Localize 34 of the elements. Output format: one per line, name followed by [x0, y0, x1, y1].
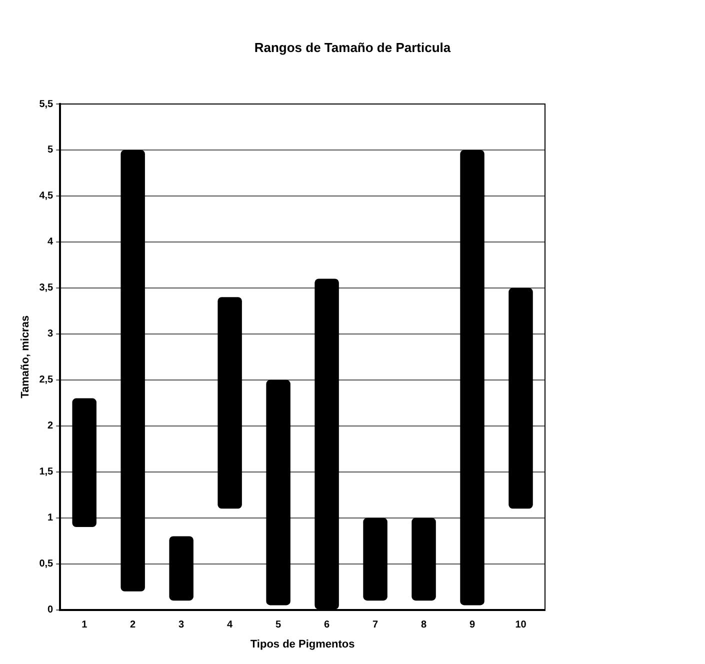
bar	[363, 518, 388, 601]
y-axis-title: Tamaño, micras	[20, 315, 32, 398]
x-tick-label: 7	[372, 620, 379, 631]
y-tick-label: 4,5	[39, 190, 54, 202]
y-tick-label: 2,5	[39, 374, 54, 386]
bar	[169, 536, 194, 601]
x-tick-label: 4	[227, 620, 234, 631]
y-tick-label: 1	[48, 512, 54, 524]
y-tick-label: 5	[48, 144, 54, 156]
y-tick-label: 1,5	[39, 466, 54, 478]
x-tick-label: 3	[178, 620, 185, 631]
y-tick-label: 4	[48, 236, 54, 248]
x-tick-label: 9	[469, 620, 476, 631]
y-tick-label: 0	[48, 604, 54, 616]
y-tick-label: 3	[48, 328, 54, 340]
chart-title: Rangos de Tamaño de Particula	[253, 40, 452, 55]
bar	[72, 398, 96, 528]
bar	[218, 297, 242, 509]
bar	[508, 288, 533, 509]
bar	[120, 150, 145, 592]
x-axis-title: Tipos de Pigmentos	[250, 638, 355, 650]
bar	[266, 380, 290, 606]
bar	[460, 150, 484, 606]
x-tick-label: 2	[130, 620, 136, 631]
x-tick-label: 6	[324, 620, 330, 631]
y-tick-label: 3,5	[39, 282, 54, 294]
y-tick-label: 2	[48, 420, 54, 432]
x-tick-label: 10	[515, 620, 527, 631]
x-tick-label: 1	[82, 620, 88, 631]
bar	[412, 518, 436, 601]
x-tick-label: 5	[276, 620, 282, 631]
y-tick-label: 0,5	[39, 558, 54, 570]
x-tick-label: 8	[420, 620, 427, 631]
y-tick-label: 5,5	[39, 98, 54, 110]
